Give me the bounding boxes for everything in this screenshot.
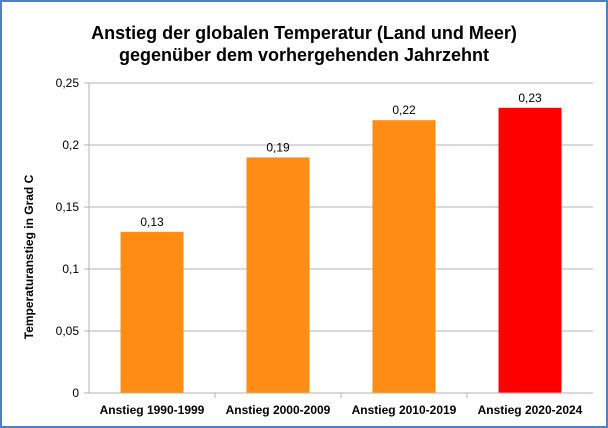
data-label: 0,22 — [392, 103, 416, 117]
bars — [120, 107, 562, 394]
chart-title-line-1: Anstieg der globalen Temperatur (Land un… — [91, 23, 517, 43]
y-tick-label: 0,05 — [56, 324, 80, 338]
labels: 0 0,05 0,1 0,15 0,2 0,25 0,13 Anstieg 1990-1999… — [56, 76, 583, 417]
data-label: 0,23 — [518, 91, 542, 105]
y-tick-label: 0,2 — [62, 138, 79, 152]
y-tick-label: 0 — [72, 386, 79, 400]
bar — [372, 120, 436, 393]
data-label: 0,13 — [140, 215, 164, 229]
x-category-label: Anstieg 1990-1999 — [100, 403, 205, 417]
x-category-label: Anstieg 2010-2019 — [352, 403, 457, 417]
axes — [84, 82, 593, 398]
y-tick-label: 0,25 — [56, 76, 80, 90]
y-tick-label: 0,15 — [56, 200, 80, 214]
bar — [246, 157, 310, 393]
x-category-label: Anstieg 2020-2024 — [478, 403, 583, 417]
bar — [120, 231, 184, 393]
y-axis-label: Temperaturanstieg in Grad C — [22, 174, 36, 339]
x-category-label: Anstieg 2000-2009 — [226, 403, 331, 417]
bar — [498, 107, 562, 394]
y-tick-label: 0,1 — [62, 262, 79, 276]
chart-title-line-2: gegenüber dem vorhergehenden Jahrzehnt — [118, 45, 490, 65]
chart-title: Anstieg der globalen Temperatur (Land un… — [0, 22, 608, 66]
data-label: 0,19 — [266, 140, 290, 154]
